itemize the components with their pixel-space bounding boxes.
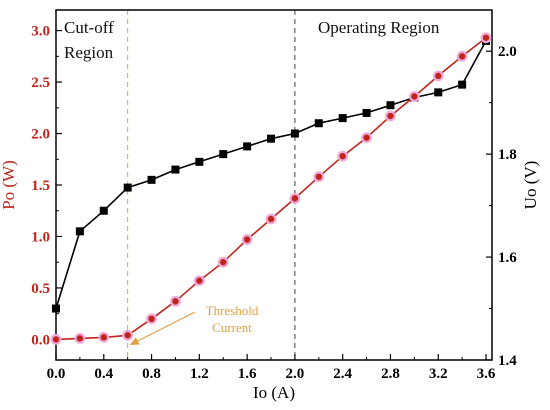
po-data-point [337, 150, 349, 162]
uo-data-point [123, 183, 132, 192]
uo-data-point [195, 157, 204, 166]
x-tick-label: 0.0 [47, 366, 66, 382]
right-tick-label: 1.6 [498, 250, 517, 266]
x-tick-label: 3.6 [477, 366, 496, 382]
uo-data-point [290, 129, 299, 138]
uo-series-line [55, 40, 487, 309]
left-axis-title: Po (W) [0, 160, 18, 210]
operating-region-label: Operating Region [318, 18, 440, 37]
po-data-point [241, 234, 253, 245]
x-tick-label: 2.0 [286, 366, 305, 382]
po-data-point [50, 334, 62, 345]
x-tick-label: 1.6 [238, 366, 257, 382]
uo-data-point [243, 142, 252, 151]
uo-data-point [362, 108, 371, 117]
x-tick-label: 0.4 [94, 366, 113, 382]
left-tick-label: 0.0 [31, 332, 50, 348]
uo-data-point [52, 304, 60, 313]
po-series-line [55, 37, 487, 341]
uo-data-point [75, 227, 84, 236]
po-data-point [385, 110, 396, 122]
plot-frame [55, 9, 493, 361]
right-axis-title: Uo (V) [521, 161, 540, 210]
po-data-point [289, 192, 301, 204]
right-tick-label: 1.4 [498, 353, 517, 369]
po-data-point [361, 132, 372, 144]
x-axis-ticks: 0.0 0.4 0.8 1.2 1.6 2.0 2.4 2.8 3.2 3.6 [47, 354, 496, 382]
po-data-point [98, 331, 110, 343]
threshold-arrow [133, 311, 196, 344]
po-data-point [408, 91, 420, 102]
po-data-point [193, 275, 205, 287]
po-data-point [217, 256, 229, 268]
left-tick-label: 2.5 [31, 75, 50, 91]
x-tick-label: 0.8 [142, 366, 161, 382]
uo-data-point [338, 114, 347, 123]
cutoff-region-label-line1: Cut-off [64, 18, 114, 37]
uo-data-point [314, 119, 323, 128]
left-tick-label: 1.5 [31, 178, 50, 194]
left-tick-label: 1.0 [31, 229, 50, 245]
x-tick-label: 2.8 [381, 366, 400, 382]
x-tick-label: 1.2 [190, 366, 209, 382]
uo-data-point [99, 206, 108, 215]
uo-data-point [458, 80, 467, 89]
x-tick-label: 2.4 [333, 366, 352, 382]
po-data-point [122, 329, 134, 341]
po-data-point [74, 332, 86, 344]
threshold-current-label-line2: Current [212, 320, 252, 335]
po-data-point [170, 295, 181, 307]
left-tick-label: 0.5 [31, 281, 50, 297]
uo-data-point [434, 88, 443, 97]
po-data-point [313, 171, 325, 183]
cutoff-region-label-line2: Region [64, 43, 114, 62]
po-data-point [432, 70, 444, 82]
uo-data-point [267, 134, 276, 143]
threshold-current-label-line1: Threshold [206, 303, 259, 318]
right-tick-label: 2.0 [498, 44, 517, 60]
uo-data-point [219, 150, 228, 159]
right-axis-ticks: 1.4 1.6 1.8 2.0 [486, 44, 517, 369]
threshold-arrowhead [129, 337, 140, 345]
uo-data-point [386, 101, 395, 110]
uo-data-point [171, 165, 180, 174]
right-tick-label: 1.8 [498, 147, 517, 163]
left-tick-label: 2.0 [31, 127, 50, 143]
left-axis-ticks: 0.0 0.5 1.0 1.5 2.0 2.5 3.0 [31, 24, 62, 348]
uo-data-point [147, 175, 156, 184]
po-data-point [146, 313, 157, 325]
series-layer [50, 32, 492, 345]
x-axis-title: Io (A) [253, 383, 295, 402]
po-data-point [265, 213, 277, 225]
po-data-point [480, 32, 492, 44]
x-tick-label: 3.2 [429, 366, 448, 382]
po-data-point [456, 50, 468, 62]
left-tick-label: 3.0 [31, 24, 50, 40]
